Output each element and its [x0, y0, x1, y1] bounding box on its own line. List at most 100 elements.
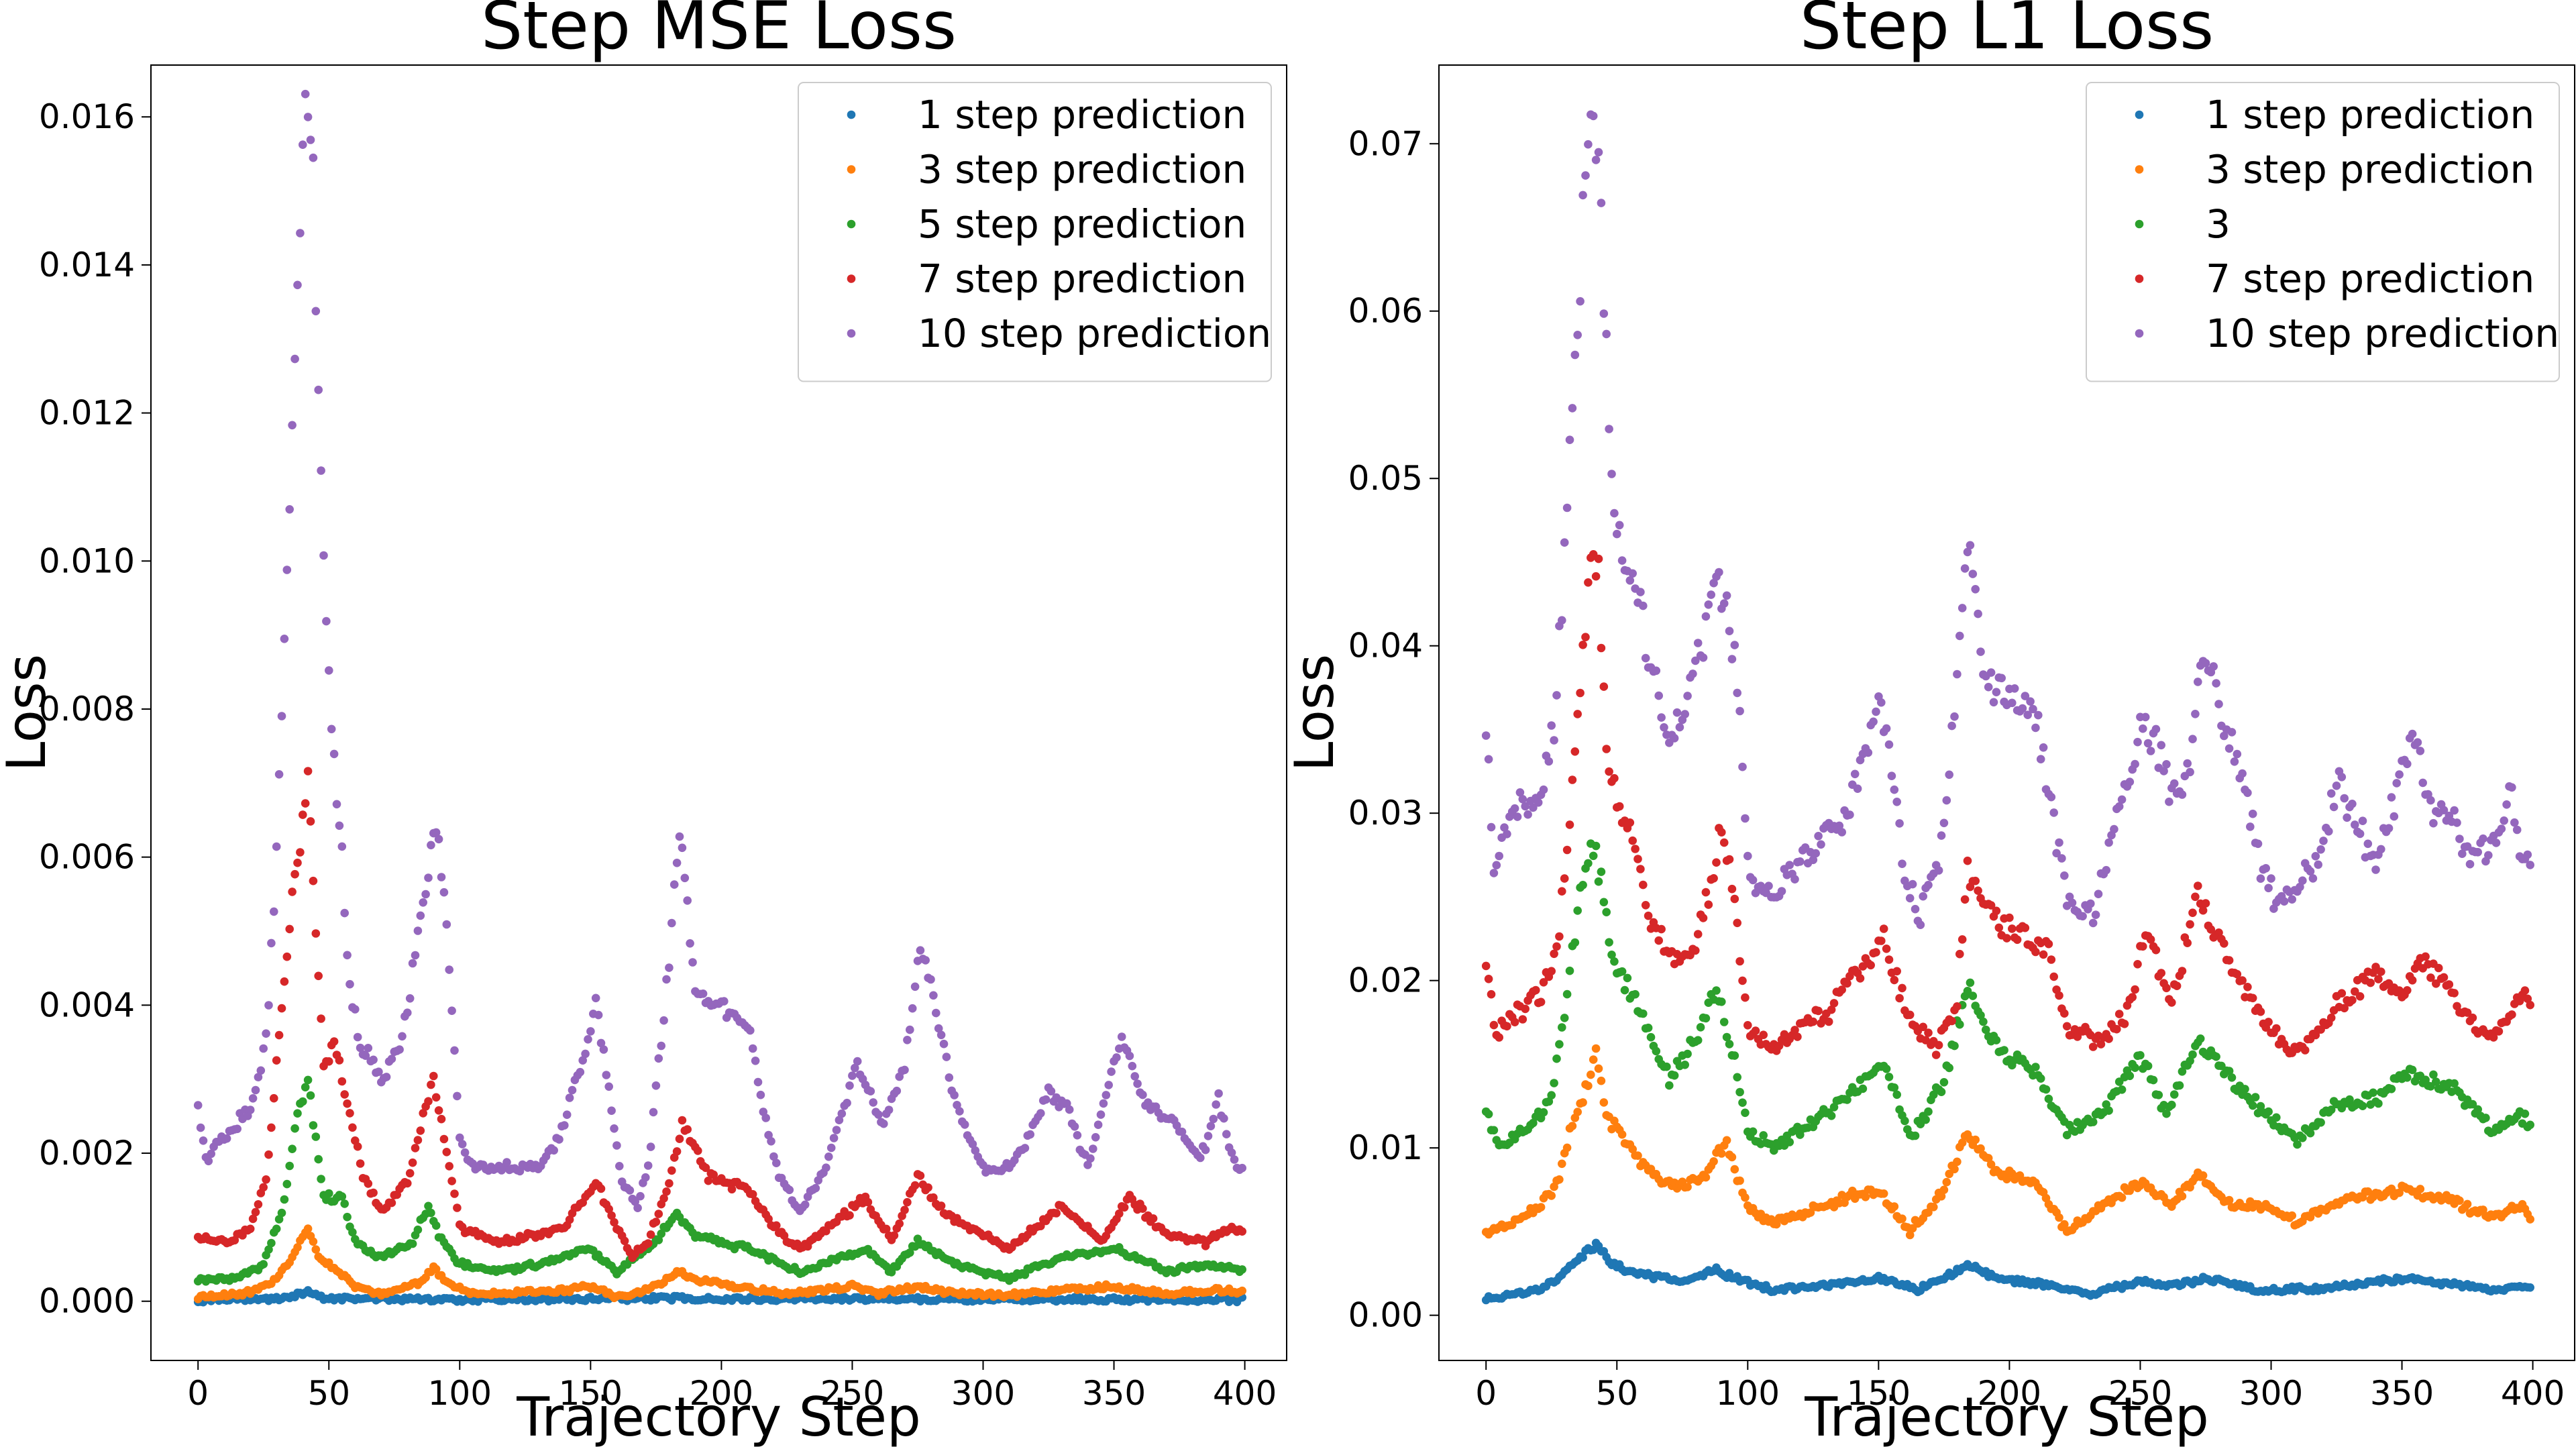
data-point — [290, 1124, 299, 1133]
data-point — [369, 1055, 378, 1065]
data-point — [1929, 1090, 1938, 1099]
data-point — [568, 1085, 577, 1095]
data-point — [450, 1189, 459, 1198]
data-point — [879, 1119, 888, 1128]
data-point — [2175, 1081, 2184, 1090]
data-point — [2227, 728, 2237, 737]
data-point — [1670, 1071, 1679, 1080]
data-point — [2049, 808, 2058, 817]
data-point — [1222, 1130, 1231, 1138]
data-point — [1560, 1014, 1569, 1022]
data-point — [193, 1101, 203, 1110]
data-point — [2355, 992, 2365, 1001]
data-point — [1584, 1081, 1593, 1090]
data-point — [2453, 818, 2461, 827]
data-point — [1633, 855, 1642, 863]
data-point — [1565, 966, 1574, 975]
data-point — [2021, 692, 2030, 700]
data-point — [364, 1179, 373, 1188]
data-point — [2248, 994, 2257, 1003]
data-point — [299, 1097, 307, 1106]
data-point — [1641, 901, 1650, 910]
legend-label: 10 step prediction — [2206, 311, 2559, 356]
data-point — [1138, 1204, 1147, 1213]
data-point — [317, 466, 325, 475]
data-point — [1853, 784, 1862, 793]
data-point — [584, 1035, 592, 1044]
data-point — [1610, 773, 1619, 783]
data-point — [1911, 1131, 1920, 1140]
data-point — [1827, 1112, 1836, 1120]
plot-area — [1481, 110, 2534, 1305]
data-point — [2133, 737, 2142, 747]
data-point — [408, 959, 417, 968]
data-point — [822, 1163, 830, 1172]
data-point — [2154, 1091, 2163, 1099]
data-point — [2104, 1106, 2113, 1115]
data-point — [285, 924, 294, 934]
data-point — [1573, 331, 1582, 339]
data-point — [2146, 747, 2155, 755]
data-point — [1835, 821, 1844, 830]
data-point — [1617, 967, 1627, 976]
data-point — [2296, 882, 2304, 892]
data-point — [1777, 887, 1786, 896]
data-point — [311, 1245, 321, 1254]
data-point — [756, 1090, 765, 1099]
data-point — [2523, 850, 2532, 859]
data-point — [2169, 1090, 2179, 1099]
data-point — [2167, 1100, 2176, 1110]
data-point — [916, 1171, 925, 1180]
data-point — [1562, 1143, 1572, 1152]
data-point — [204, 1157, 213, 1166]
data-point — [1615, 802, 1624, 811]
data-point — [1691, 656, 1700, 665]
data-point — [1947, 721, 1956, 731]
data-point — [753, 1077, 763, 1087]
data-point — [2117, 1085, 2127, 1094]
data-point — [246, 1106, 255, 1114]
data-point — [1919, 1022, 1927, 1032]
data-point — [1539, 785, 1548, 794]
data-point — [1785, 861, 1794, 869]
data-point — [2224, 1067, 2234, 1075]
y-tick-label: 0.07 — [1348, 124, 1423, 163]
data-point — [2494, 1027, 2504, 1036]
data-point — [1209, 1114, 1218, 1124]
data-point — [2288, 895, 2296, 904]
data-point — [280, 635, 289, 643]
data-point — [2194, 678, 2202, 686]
data-point — [1597, 643, 1606, 653]
data-point — [1589, 851, 1598, 861]
data-point — [2288, 1211, 2296, 1220]
data-point — [1861, 1193, 1870, 1201]
series-3 — [1481, 839, 2534, 1155]
data-point — [2183, 759, 2192, 768]
data-point — [1882, 945, 1891, 953]
data-point — [1693, 930, 1703, 938]
data-point — [2151, 945, 2161, 955]
data-point — [2416, 747, 2425, 755]
data-point — [1837, 828, 1846, 837]
data-point — [2196, 1034, 2205, 1043]
axes-frame — [150, 64, 1287, 1361]
data-point — [2159, 767, 2168, 775]
data-point — [1968, 570, 1978, 578]
data-point — [960, 1120, 969, 1129]
data-point — [2489, 1033, 2498, 1042]
data-point — [1536, 1203, 1546, 1212]
data-point — [2298, 876, 2307, 885]
data-point — [343, 1212, 352, 1222]
y-axis-label: Loss — [0, 654, 58, 771]
data-point — [1982, 1025, 1990, 1034]
data-point — [1974, 609, 1982, 619]
data-point — [2198, 1171, 2208, 1180]
data-point — [1957, 1138, 1967, 1147]
data-point — [1717, 998, 1726, 1006]
data-point — [1950, 1041, 1959, 1051]
data-point — [874, 1110, 883, 1119]
data-point — [1617, 1130, 1627, 1139]
data-point — [251, 1085, 260, 1095]
data-point — [1644, 1023, 1653, 1032]
data-point — [1986, 1160, 1996, 1169]
